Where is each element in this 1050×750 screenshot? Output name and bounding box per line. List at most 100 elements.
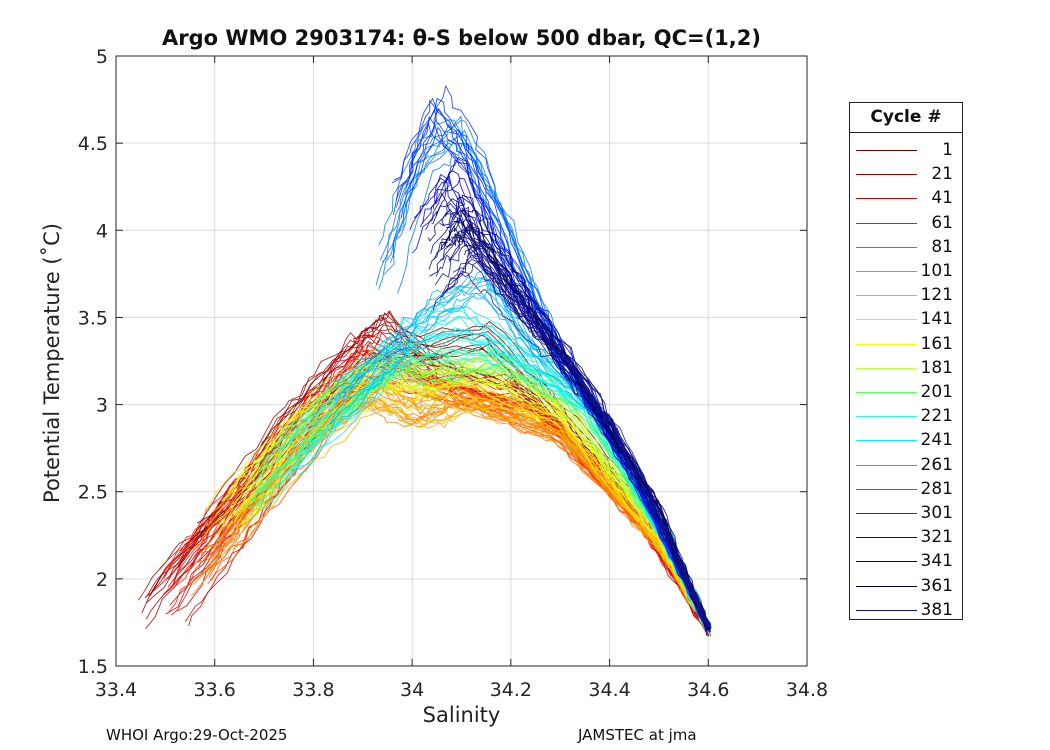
y-tick-label: 3.5 xyxy=(78,307,108,329)
legend-item: 321 xyxy=(850,526,962,550)
profile-line xyxy=(435,236,712,629)
chart-title: Argo WMO 2903174: θ-S below 500 dbar, QC… xyxy=(162,26,761,50)
x-tick-label: 34.4 xyxy=(588,679,630,701)
legend-item: 301 xyxy=(850,502,962,526)
legend-label: 361 xyxy=(920,575,953,596)
profile-line xyxy=(251,367,711,628)
legend-swatch xyxy=(856,271,917,272)
legend-swatch xyxy=(856,513,917,514)
x-tick-label: 33.4 xyxy=(95,679,137,701)
legend-item: 1 xyxy=(850,139,962,163)
legend-item: 201 xyxy=(850,381,962,405)
legend-label: 381 xyxy=(920,599,953,620)
profile-line xyxy=(440,226,710,630)
profile-line xyxy=(446,253,709,627)
legend-swatch xyxy=(856,464,917,466)
legend-title: Cycle # xyxy=(850,103,962,133)
y-tick-label: 2.5 xyxy=(78,482,108,504)
legend-label: 1 xyxy=(942,140,953,160)
legend-label: 141 xyxy=(920,309,953,330)
legend-label: 241 xyxy=(920,430,953,451)
y-tick-label: 5 xyxy=(96,46,108,68)
x-tick-label: 34 xyxy=(400,679,424,701)
legend-swatch xyxy=(856,416,917,418)
legend-item: 221 xyxy=(850,405,962,429)
y-tick-label: 1.5 xyxy=(78,656,108,678)
legend-label: 341 xyxy=(920,551,953,572)
tick-labels: 33.4 33.6 33.8 34 34.2 34.4 34.6 34.8 1.5 2 2.5 3 3.… xyxy=(78,46,828,701)
legend-swatch xyxy=(856,392,917,393)
legend-item: 21 xyxy=(850,163,962,187)
x-tick-label: 33.8 xyxy=(292,679,334,701)
legend-item: 181 xyxy=(850,357,962,381)
legend-swatch xyxy=(856,488,917,490)
footer-credit-source: JAMSTEC at jma xyxy=(578,726,697,744)
legend-swatch xyxy=(856,561,917,563)
profile-line xyxy=(452,224,708,630)
profile-line xyxy=(460,209,711,630)
legend-item: 381 xyxy=(850,599,962,623)
legend-swatch xyxy=(856,174,917,176)
legend-label: 61 xyxy=(931,212,953,233)
footer-credit-date: WHOI Argo:29-Oct-2025 xyxy=(106,726,288,744)
legend-item: 41 xyxy=(850,187,962,211)
tick-marks xyxy=(115,55,808,667)
legend-label: 181 xyxy=(920,357,953,378)
legend-item: 101 xyxy=(850,260,962,284)
y-tick-label: 2 xyxy=(96,569,108,591)
x-tick-label: 34.8 xyxy=(786,679,828,701)
x-tick-label: 34.6 xyxy=(687,679,729,701)
legend-label: 121 xyxy=(920,285,953,306)
legend-swatch xyxy=(856,440,917,442)
legend: Cycle # 1 21 41 61 81 101 121 141 161 181 201 221 24… xyxy=(849,102,963,620)
legend-item: 361 xyxy=(850,575,962,599)
legend-label: 221 xyxy=(920,406,953,427)
legend-swatch xyxy=(856,246,917,248)
legend-swatch xyxy=(856,585,917,587)
y-tick-label: 4 xyxy=(96,220,108,242)
profile-line xyxy=(434,243,712,629)
legend-item: 341 xyxy=(850,550,962,574)
legend-item: 281 xyxy=(850,478,962,502)
legend-item: 81 xyxy=(850,236,962,260)
legend-label: 281 xyxy=(920,478,953,499)
legend-swatch xyxy=(856,609,917,611)
profile-line xyxy=(448,260,708,625)
x-axis-label: Salinity xyxy=(422,703,501,727)
legend-swatch xyxy=(856,150,917,151)
legend-swatch xyxy=(856,537,917,539)
x-tick-label: 34.2 xyxy=(490,679,532,701)
legend-item: 161 xyxy=(850,333,962,357)
legend-label: 161 xyxy=(920,333,953,354)
profile-line xyxy=(445,213,708,623)
legend-item: 61 xyxy=(850,212,962,236)
profile-line xyxy=(289,328,708,631)
legend-swatch xyxy=(856,222,917,224)
legend-swatch xyxy=(856,367,917,369)
profile-line xyxy=(432,270,707,626)
profile-line xyxy=(259,347,709,633)
legend-label: 101 xyxy=(920,261,953,281)
profile-line xyxy=(440,234,710,627)
legend-label: 81 xyxy=(931,236,953,257)
legend-label: 261 xyxy=(920,454,953,475)
legend-swatch xyxy=(856,295,917,297)
profile-line xyxy=(247,378,708,631)
legend-label: 201 xyxy=(920,382,953,402)
legend-label: 41 xyxy=(931,188,953,209)
y-axis-label: Potential Temperature (˚C) xyxy=(40,223,64,503)
legend-item: 141 xyxy=(850,308,962,332)
axes-box xyxy=(115,55,808,667)
profile-line xyxy=(409,177,707,628)
series-381 xyxy=(432,226,712,631)
legend-swatch xyxy=(856,343,917,345)
profile-line xyxy=(389,130,706,627)
grid-lines xyxy=(115,55,808,667)
profile-line xyxy=(203,395,707,628)
legend-swatch xyxy=(856,319,917,321)
legend-label: 321 xyxy=(920,527,953,548)
legend-label: 21 xyxy=(931,164,953,185)
legend-item: 121 xyxy=(850,284,962,308)
y-tick-label: 4.5 xyxy=(78,133,108,155)
